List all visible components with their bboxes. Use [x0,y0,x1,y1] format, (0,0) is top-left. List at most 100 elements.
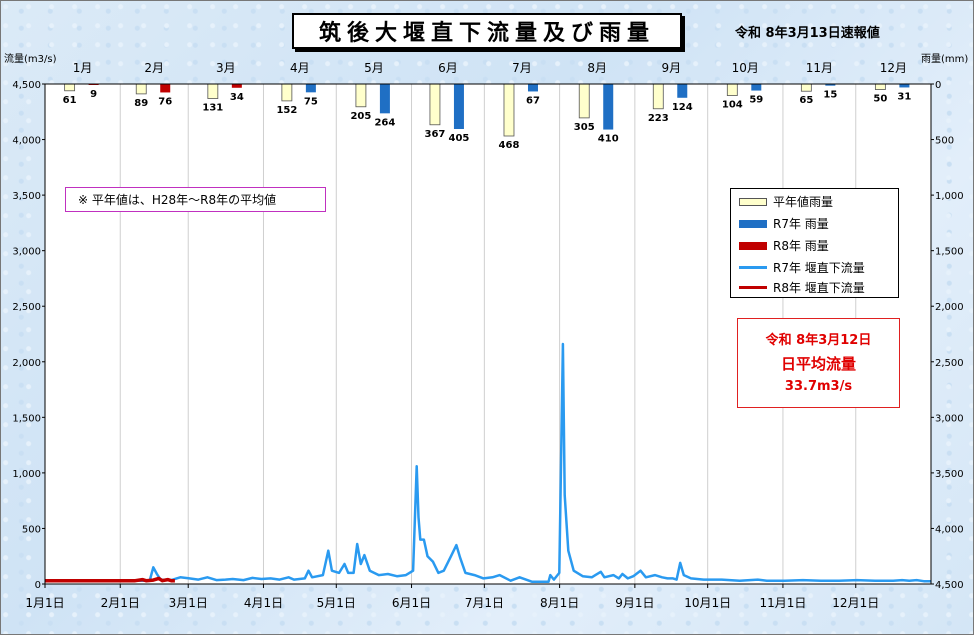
legend-item-r8-flow: R8年 堰直下流量 [739,279,865,296]
bar-value-label: 76 [158,96,172,107]
bar-normal-rain [726,83,738,96]
left-tick-label: 3,000 [12,247,41,258]
r8-flow-line [45,576,175,583]
bar-r7-rain [603,84,614,130]
bar-value-label: 152 [276,105,297,116]
right-tick-label: 4,500 [935,580,964,591]
legend-item-r8-rain: R8年 雨量 [739,237,829,254]
left-axis-label: 流量(m3/s) [4,52,57,65]
x-tick-label: 10月1日 [684,596,731,610]
bar-value-label: 264 [374,117,395,128]
right-axis-label: 雨量(mm) [921,53,968,65]
legend-label-r8-rain: R8年 雨量 [773,239,829,253]
bar-normal-rain [429,83,441,126]
bar-value-label: 67 [526,95,540,106]
bar-value-label: 131 [202,103,223,114]
right-tick-label: 0 [935,80,941,91]
month-label: 7月 [512,61,532,75]
right-tick-label: 2,000 [935,302,964,313]
bar-value-label: 124 [672,102,693,113]
left-tick-label: 500 [22,524,41,535]
month-label: 10月 [732,61,759,75]
bar-value-label: 305 [574,122,595,133]
plot-border [44,83,932,585]
left-tick-label: 0 [35,580,41,591]
legend-swatch-normal-rain [739,197,767,206]
month-label: 8月 [587,61,607,75]
bar-normal-rain [874,83,886,90]
bar-r7-rain [677,84,688,98]
x-tick-label: 8月1日 [540,596,579,610]
month-label: 12月 [880,61,907,75]
bar-r8-rain [160,84,171,93]
left-tick-label: 1,500 [12,413,41,424]
legend-label-r7-flow: R7年 堰直下流量 [773,261,865,275]
bar-r7-rain [305,84,316,93]
bar-value-label: 89 [134,98,148,109]
bar-value-label: 468 [499,140,520,151]
bar-value-label: 15 [823,90,837,101]
bar-normal-rain [503,83,515,137]
month-label: 1月 [73,61,93,75]
month-label: 2月 [144,61,164,75]
bar-r7-rain [751,84,762,91]
month-label: 3月 [216,61,236,75]
bar-r7-rain [825,84,836,86]
bar-normal-rain [281,83,293,102]
bar-value-label: 59 [749,95,763,106]
bar-r7-rain [379,84,390,114]
note-box: ※ 平年値は、H28年～R8年の平均値 [65,187,326,212]
legend-line-r8-flow [739,286,767,289]
page-title: 筑後大堰直下流量及び雨量 [292,13,682,49]
month-label: 5月 [364,61,384,75]
legend-item-normal-rain: 平年値雨量 [739,193,833,210]
right-tick-label: 2,500 [935,358,964,369]
bar-r7-rain [527,84,538,92]
bar-normal-rain [800,83,812,92]
bar-r7-rain [899,84,910,88]
right-tick-label: 500 [935,136,954,147]
right-tick-label: 1,500 [935,247,964,258]
x-tick-label: 6月1日 [392,596,431,610]
bar-value-label: 205 [350,111,371,122]
bar-r8-rain [231,84,242,88]
left-tick-label: 1,000 [12,469,41,480]
x-tick-label: 11月1日 [759,596,806,610]
left-tick-label: 4,000 [12,136,41,147]
bar-value-label: 410 [598,134,619,145]
bar-value-label: 223 [648,113,669,124]
legend-swatch-r8-rain [739,241,767,250]
x-tick-label: 12月1日 [832,596,879,610]
bar-normal-rain [652,83,664,110]
x-tick-label: 7月1日 [465,596,504,610]
bar-value-label: 75 [304,96,318,107]
x-tick-label: 4月1日 [244,596,283,610]
left-tick-label: 3,500 [12,191,41,202]
bar-value-label: 405 [449,133,470,144]
daily-average-box: 令和 8年3月12日 日平均流量 33.7m3/s [737,318,900,408]
month-label: 6月 [438,61,458,75]
bar-normal-rain [207,83,219,99]
bar-value-label: 61 [63,95,77,106]
bar-normal-rain [135,83,147,95]
x-tick-label: 1月1日 [25,596,64,610]
month-label: 9月 [661,61,681,75]
month-label: 4月 [290,61,310,75]
bar-normal-rain [578,83,590,119]
right-tick-label: 3,500 [935,469,964,480]
info-value: 33.7m3/s [784,379,853,394]
left-tick-label: 4,500 [12,80,41,91]
x-tick-label: 2月1日 [101,596,140,610]
legend-swatch-r7-rain [739,219,767,228]
month-label: 11月 [806,61,833,75]
x-tick-label: 9月1日 [615,596,654,610]
x-tick-label: 3月1日 [169,596,208,610]
left-tick-label: 2,000 [12,358,41,369]
right-tick-label: 4,000 [935,524,964,535]
bar-normal-rain [355,83,367,108]
legend-item-r7-rain: R7年 雨量 [739,215,829,232]
bar-value-label: 31 [897,91,911,102]
bar-value-label: 104 [722,100,743,111]
legend-label-r8-flow: R8年 堰直下流量 [773,281,865,295]
